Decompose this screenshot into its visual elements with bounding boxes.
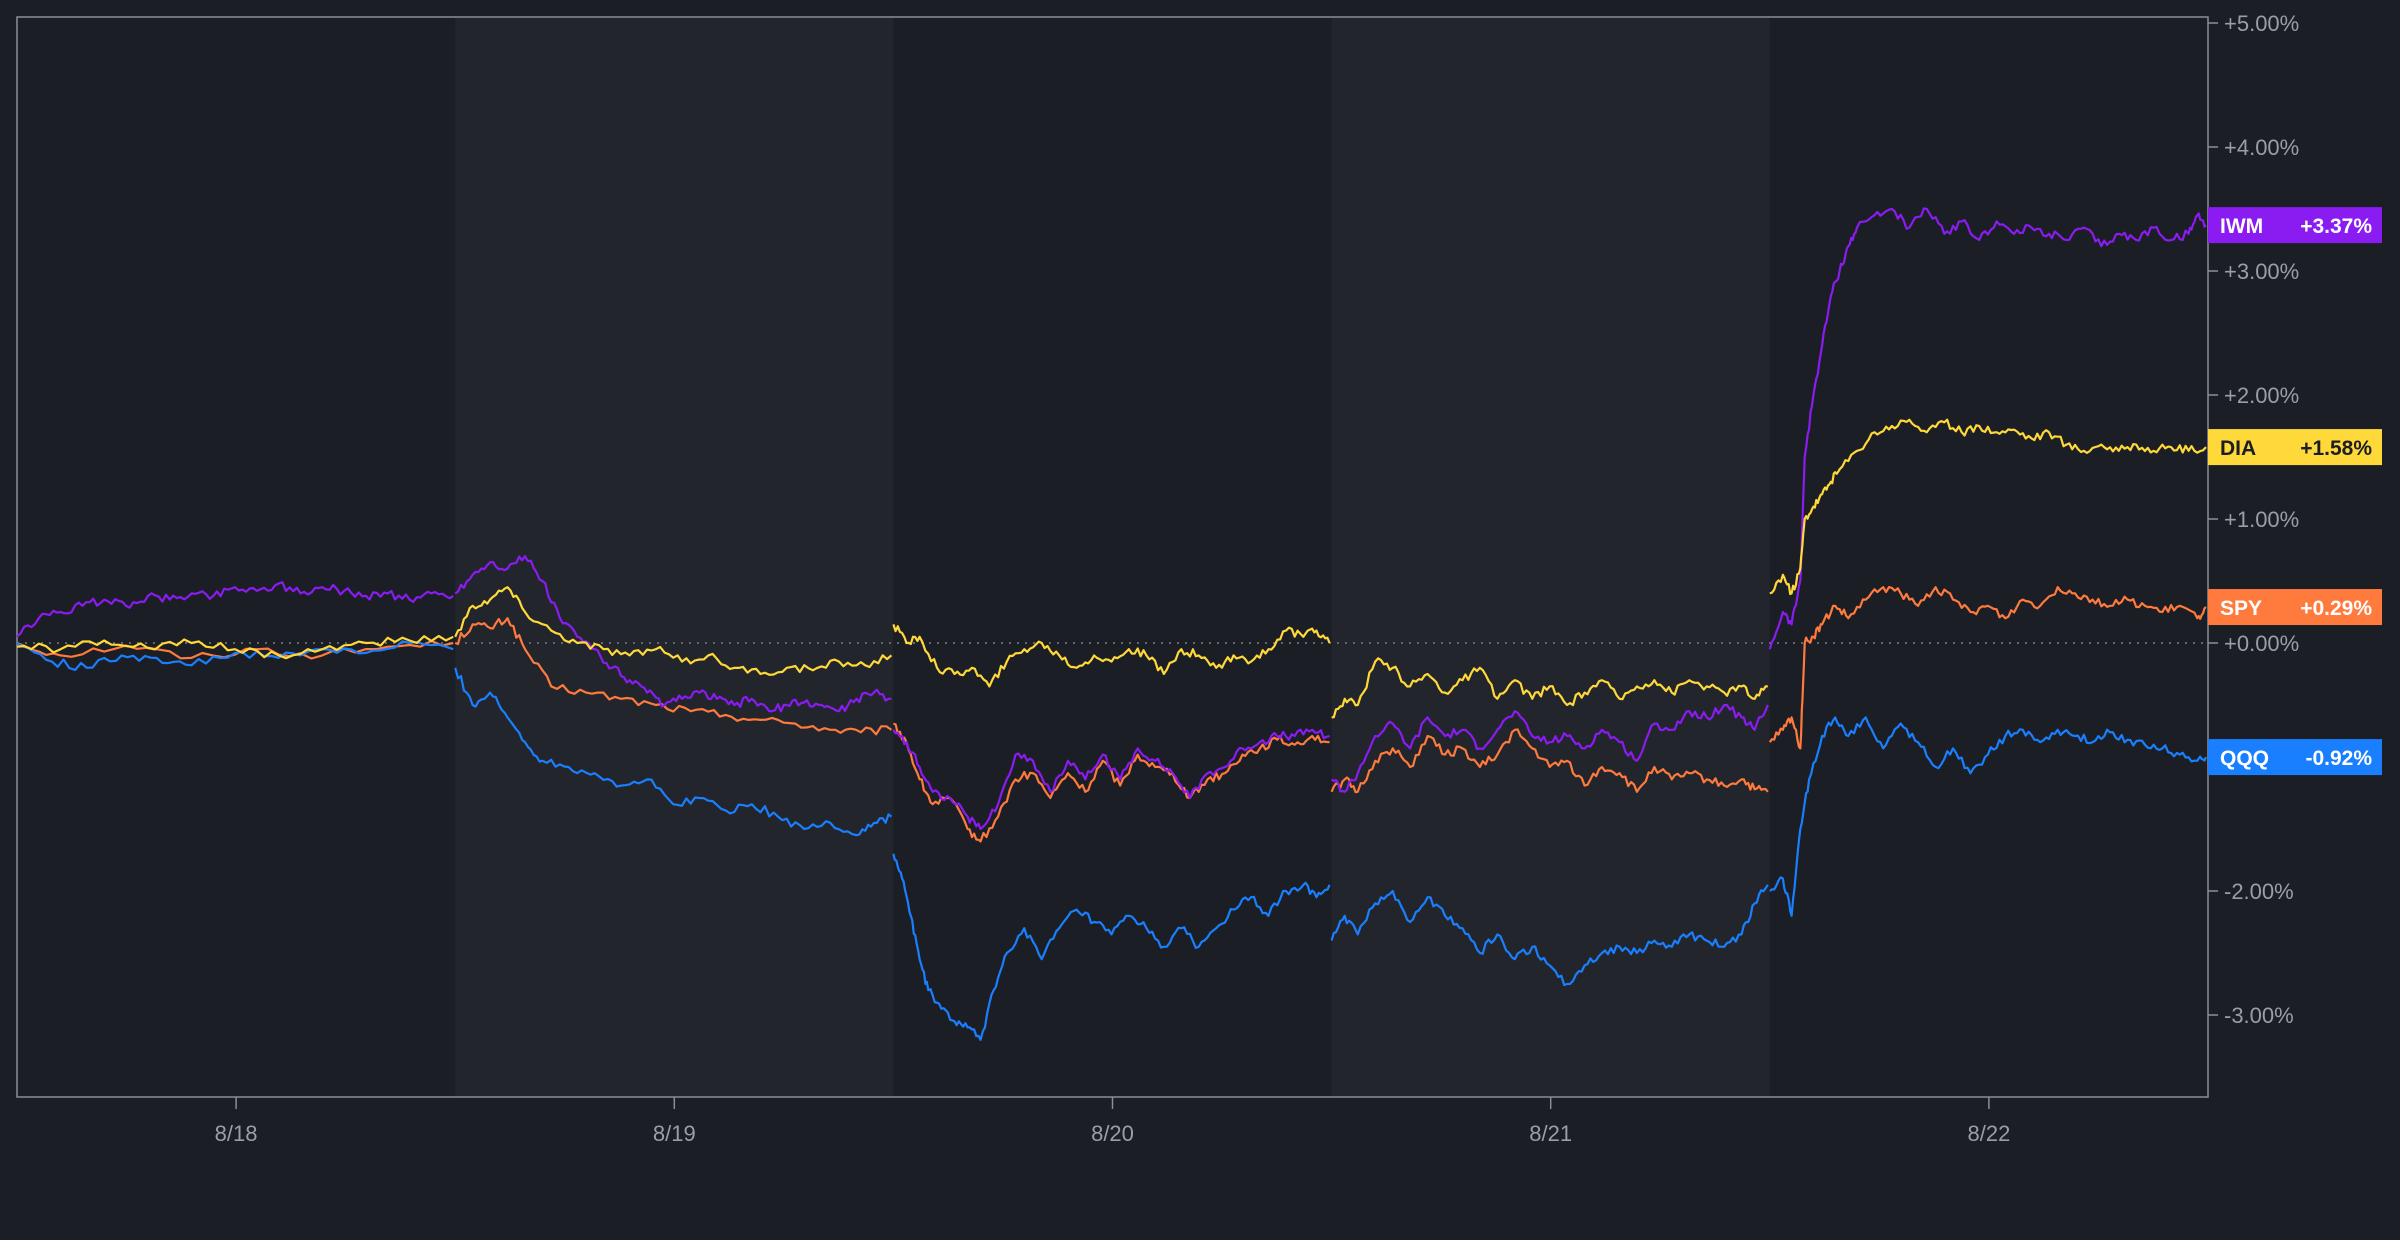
series-line-dia [1769, 418, 2207, 596]
x-tick-label: 8/22 [1967, 1121, 2010, 1146]
series-line-iwm [454, 555, 892, 713]
series-line-iwm [892, 728, 1330, 831]
y-tick-label: -3.00% [2224, 1003, 2294, 1028]
y-tick-label: +5.00% [2224, 11, 2299, 36]
y-tick-label: +1.00% [2224, 507, 2299, 532]
end-label-value: -0.92% [2305, 747, 2372, 770]
series-line-dia [454, 586, 893, 676]
end-label-symbol: SPY [2220, 597, 2262, 620]
end-label-iwm [2208, 207, 2382, 244]
series-line-dia [16, 634, 454, 660]
series-line-qqq [1769, 716, 2208, 917]
end-label-qqq [2208, 739, 2382, 776]
end-label-value: +1.58% [2300, 437, 2372, 460]
series-line-spy [454, 617, 893, 736]
end-label-value: +0.29% [2300, 597, 2372, 620]
series-line-iwm [1768, 207, 2207, 650]
series-line-qqq [892, 853, 1331, 1041]
series-line-iwm [16, 581, 454, 638]
y-tick-label: +0.00% [2224, 631, 2299, 656]
series-line-qqq [16, 640, 454, 671]
end-label-symbol: QQQ [2220, 747, 2269, 770]
x-tick-label: 8/20 [1091, 1121, 1134, 1146]
series-line-qqq [454, 667, 893, 837]
end-label-symbol: IWM [2220, 215, 2263, 238]
end-label-dia [2208, 429, 2382, 466]
series-line-spy [1768, 586, 2207, 750]
end-label-value: +3.37% [2300, 215, 2372, 238]
y-tick-label: +3.00% [2224, 259, 2299, 284]
series-line-qqq [1330, 884, 1769, 987]
y-tick-label: +2.00% [2224, 383, 2299, 408]
series-line-dia [1331, 657, 1768, 719]
session-band [1331, 17, 1770, 1097]
x-tick-label: 8/19 [653, 1121, 696, 1146]
y-tick-label: -2.00% [2224, 879, 2294, 904]
x-tick-label: 8/21 [1529, 1121, 1572, 1146]
x-tick-label: 8/18 [215, 1121, 258, 1146]
end-label-symbol: DIA [2220, 437, 2256, 460]
series-line-dia [892, 624, 1331, 688]
y-tick-label: +4.00% [2224, 135, 2299, 160]
series-line-iwm [1330, 703, 1769, 793]
plot-area [17, 17, 2208, 1097]
end-label-spy [2208, 589, 2382, 626]
session-band [455, 17, 894, 1097]
series-line-spy [1330, 728, 1769, 794]
